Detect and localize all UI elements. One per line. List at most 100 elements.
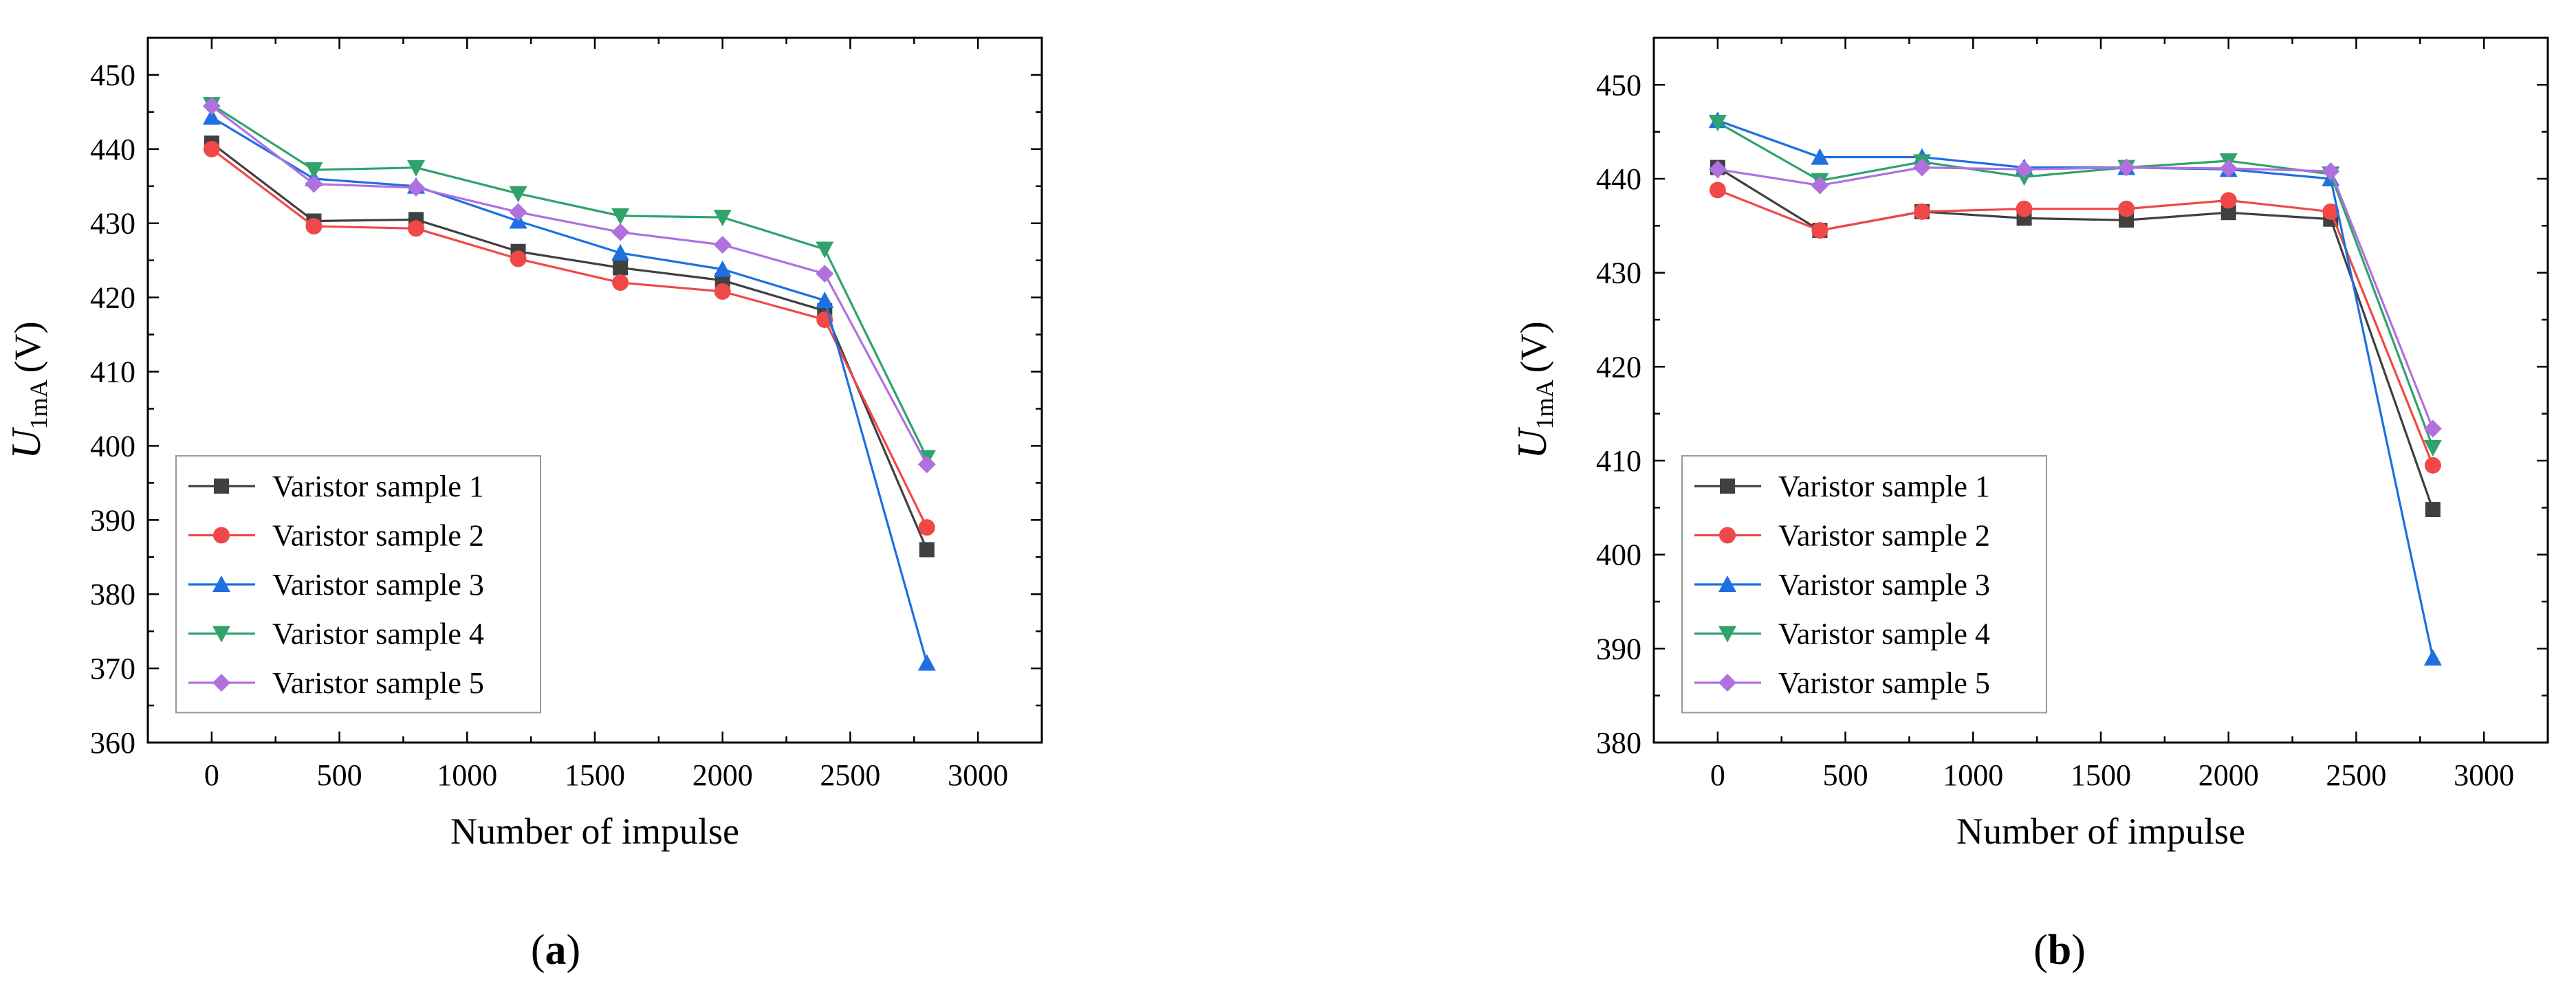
data-point <box>1913 158 1931 177</box>
data-point <box>1811 222 1829 239</box>
data-point <box>407 160 425 177</box>
y-tick-label: 390 <box>1596 632 1641 666</box>
data-point <box>612 274 629 292</box>
y-tick-label: 380 <box>1596 726 1641 760</box>
y-axis-label-subscript: 1mA <box>25 380 52 429</box>
y-tick-label: 440 <box>90 133 135 166</box>
caption-letter: a <box>545 927 567 974</box>
data-point <box>611 243 630 261</box>
data-point <box>203 140 220 157</box>
data-point <box>2220 205 2236 221</box>
series-5 <box>202 97 936 474</box>
data-point <box>611 208 630 225</box>
data-point <box>1914 203 1930 220</box>
data-point <box>613 260 629 276</box>
legend-marker <box>214 479 229 494</box>
data-point <box>2015 160 2033 179</box>
series-line <box>210 103 928 459</box>
data-point <box>510 250 527 267</box>
x-tick-label: 1500 <box>565 758 625 792</box>
legend-label: Varistor sample 4 <box>1778 617 1990 651</box>
data-point <box>919 542 935 558</box>
legend-marker <box>212 626 230 643</box>
legend-label: Varistor sample 5 <box>272 666 484 700</box>
x-tick-label: 0 <box>1710 758 1725 792</box>
data-point <box>2423 419 2442 438</box>
data-point <box>816 265 834 283</box>
legend-marker <box>1718 626 1736 643</box>
x-tick-label: 2500 <box>820 758 880 792</box>
data-point <box>509 186 527 203</box>
data-point <box>305 162 323 179</box>
y-axis-label-symbol: U <box>1509 427 1555 459</box>
y-tick-label: 390 <box>90 503 135 537</box>
data-point <box>2424 457 2441 474</box>
legend-marker <box>213 527 230 544</box>
data-point <box>2423 649 2442 666</box>
y-axis-label-unit: (V) <box>1513 321 1554 373</box>
chart-panel-a: 0 500 1000 1500 2000 2500 3000 360 370 380 390 400 4… <box>3 36 1043 974</box>
data-point <box>917 455 936 474</box>
legend-marker <box>1720 479 1735 494</box>
series-4 <box>202 97 936 467</box>
data-point <box>713 236 732 254</box>
data-point <box>2220 192 2237 209</box>
x-tick-label: 500 <box>317 758 362 792</box>
y-tick-label: 450 <box>90 58 135 92</box>
data-point <box>816 291 834 308</box>
caption-letter: b <box>2048 927 2071 974</box>
series-line <box>1717 166 2434 430</box>
data-point <box>2425 502 2441 518</box>
legend-label: Varistor sample 5 <box>1778 666 1990 700</box>
x-tick-label: 0 <box>204 758 219 792</box>
series-2 <box>203 140 935 536</box>
data-point <box>407 178 425 197</box>
legend: Varistor sample 1 Varistor sample 2 Varist… <box>1681 455 2047 714</box>
x-tick-label: 1000 <box>1943 758 2003 792</box>
data-point <box>202 97 221 116</box>
data-point <box>713 210 732 227</box>
data-point <box>1811 176 1829 195</box>
legend-label: Varistor sample 2 <box>1778 519 1990 553</box>
x-axis-label: Number of impulse <box>450 811 739 852</box>
y-axis-label-unit: (V) <box>7 321 48 373</box>
data-point <box>2322 203 2339 220</box>
data-point <box>2423 439 2442 457</box>
legend-marker <box>1718 674 1736 692</box>
series-5 <box>1708 158 2442 438</box>
series-line <box>210 148 928 528</box>
data-point <box>2119 212 2135 228</box>
y-axis-label-subscript: 1mA <box>1531 380 1558 429</box>
data-point <box>2117 158 2136 177</box>
x-tick-label: 3000 <box>948 758 1008 792</box>
x-tick-label: 2000 <box>692 758 753 792</box>
y-tick-label: 370 <box>90 652 135 685</box>
data-point <box>1708 115 1727 131</box>
legend-marker <box>1718 575 1736 592</box>
caption-open-paren: ( <box>2033 927 2048 974</box>
y-tick-label: 360 <box>90 726 135 760</box>
data-point <box>816 241 834 259</box>
data-point <box>305 218 323 235</box>
legend-label: Varistor sample 3 <box>272 568 484 602</box>
x-tick-label: 2000 <box>2198 758 2259 792</box>
legend-marker <box>212 575 230 592</box>
y-tick-label: 400 <box>90 429 135 463</box>
data-point <box>917 654 936 671</box>
legend-label: Varistor sample 1 <box>272 470 484 503</box>
x-tick-label: 3000 <box>2454 758 2514 792</box>
x-axis-label: Number of impulse <box>1956 811 2245 852</box>
panel-caption: (b) <box>2033 927 2086 974</box>
series-line <box>210 105 928 465</box>
y-axis-label-symbol: U <box>3 427 49 459</box>
legend-label: Varistor sample 1 <box>1778 470 1990 503</box>
y-tick-label: 450 <box>1596 68 1641 102</box>
y-tick-label: 420 <box>90 281 135 315</box>
y-axis-label: U1mA (V) <box>3 321 52 459</box>
data-point <box>1811 148 1829 165</box>
series-2 <box>1709 182 2441 474</box>
x-tick-label: 500 <box>1823 758 1868 792</box>
caption-open-paren: ( <box>531 927 545 974</box>
data-point <box>918 519 935 536</box>
